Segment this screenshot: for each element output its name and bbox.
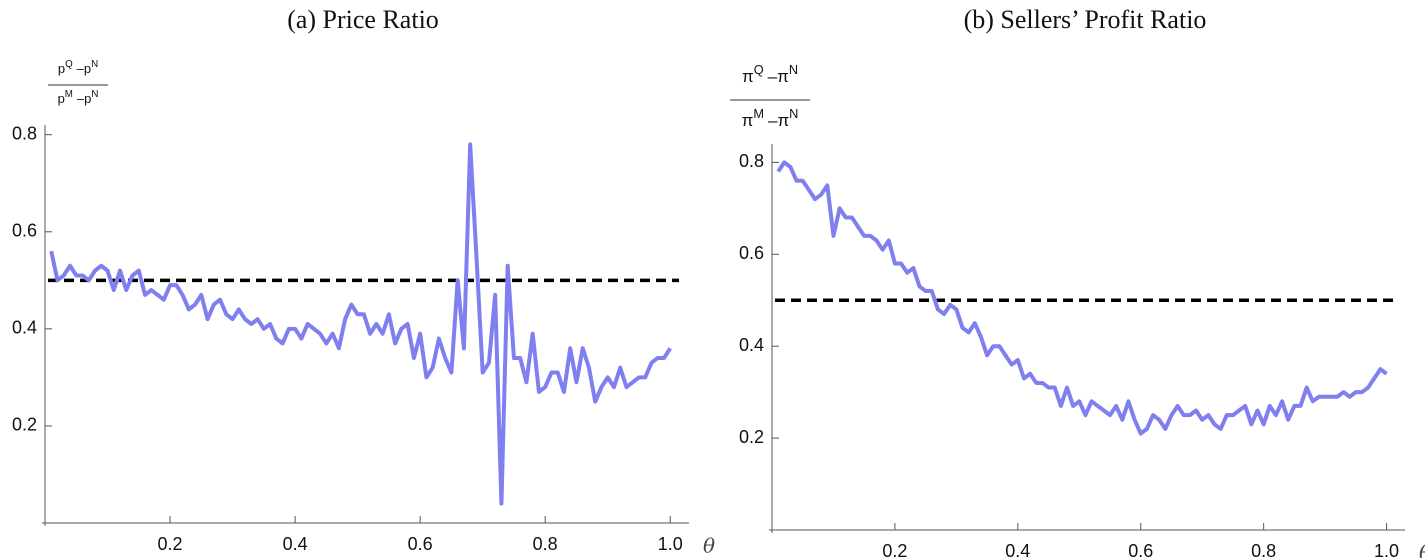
y-tick-label: 0.8 [739, 151, 764, 171]
x-tick-label: 0.8 [1251, 541, 1276, 558]
y-axis-label-part: πQ –πN [742, 62, 798, 87]
y-axis-label-part: pQ –pN [58, 59, 98, 76]
operator: – [768, 111, 778, 130]
operator: – [77, 91, 85, 106]
symbol: p [58, 91, 65, 106]
x-tick-label: 0.8 [533, 534, 558, 554]
superscript: N [789, 62, 798, 77]
y-tick-label: 0.2 [12, 415, 37, 435]
y-tick-label: 0.6 [739, 243, 764, 263]
operator: – [768, 67, 778, 86]
y-tick-label: 0.6 [12, 221, 37, 241]
y-tick-label: 0.2 [739, 427, 764, 447]
x-tick-label: 0.2 [882, 541, 907, 558]
symbol: π [777, 111, 789, 130]
data-line [776, 160, 1388, 436]
superscript: Q [65, 59, 73, 70]
y-axis-label-part: πM –πN [742, 106, 799, 131]
symbol: π [742, 67, 754, 86]
symbol: p [84, 61, 91, 76]
y-tick-label: 0.4 [12, 318, 37, 338]
y-tick-label: 0.4 [739, 335, 764, 355]
y-tick-label: 0.8 [12, 123, 37, 143]
x-tick-label: 0.6 [408, 534, 433, 554]
x-tick-label: 0.4 [1005, 541, 1030, 558]
superscript: N [91, 89, 98, 100]
x-tick-label: 1.0 [1374, 541, 1399, 558]
x-axis-label: θ [703, 534, 715, 558]
x-tick-label: 0.6 [1128, 541, 1153, 558]
superscript: Q [754, 62, 764, 77]
y-axis-label-part: pM –pN [58, 89, 99, 106]
chart-title: (a) Price Ratio [287, 5, 439, 34]
x-axis-label: θ [1419, 541, 1425, 558]
superscript: M [753, 106, 764, 121]
superscript: N [789, 106, 798, 121]
symbol: π [742, 111, 754, 130]
chart-title: (b) Sellers’ Profit Ratio [964, 5, 1207, 34]
symbol: π [777, 67, 789, 86]
data-line [49, 142, 672, 506]
superscript: M [65, 89, 73, 100]
x-tick-label: 1.0 [658, 534, 683, 554]
x-tick-label: 0.4 [283, 534, 308, 554]
operator: – [77, 61, 85, 76]
superscript: N [91, 59, 98, 70]
x-tick-label: 0.2 [158, 534, 183, 554]
symbol: p [58, 61, 65, 76]
symbol: p [84, 91, 91, 106]
